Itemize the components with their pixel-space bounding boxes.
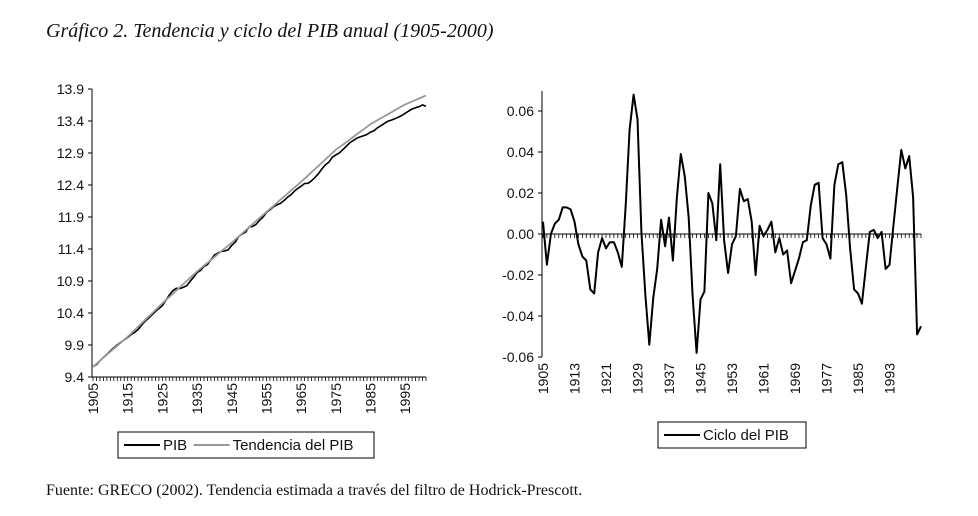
- y-tick-label: 12.4: [57, 177, 84, 193]
- x-tick-label: 1955: [258, 383, 274, 414]
- x-tick-label: 1905: [535, 363, 551, 394]
- y-tick-label: 13.4: [57, 113, 84, 129]
- series-line-ciclo-del-pib: [542, 93, 922, 354]
- y-tick-label: -0.04: [502, 308, 534, 324]
- y-tick-label: -0.02: [502, 267, 534, 283]
- x-tick-label: 1993: [882, 363, 898, 394]
- y-tick-label: 0.00: [507, 226, 534, 242]
- x-tick-label: 1975: [328, 383, 344, 414]
- legend: Ciclo del PIB: [657, 421, 807, 449]
- legend-label: Tendencia del PIB: [233, 437, 354, 454]
- x-tick-label: 1937: [661, 363, 677, 394]
- series-line-pib: [92, 104, 427, 368]
- y-tick-label: 0.06: [507, 103, 534, 119]
- x-tick-label: 1921: [598, 363, 614, 394]
- x-tick-label: 1995: [397, 383, 413, 414]
- x-tick-label: 1905: [85, 383, 101, 414]
- y-tick-label: 9.4: [65, 369, 85, 385]
- x-tick-label: 1929: [630, 363, 646, 394]
- x-tick-label: 1945: [224, 383, 240, 414]
- y-tick-label: 10.4: [57, 305, 84, 321]
- x-tick-label: 1985: [850, 363, 866, 394]
- x-tick-label: 1953: [724, 363, 740, 394]
- y-tick-label: -0.06: [502, 349, 534, 365]
- legend-label: Ciclo del PIB: [703, 427, 789, 444]
- x-tick-label: 1961: [756, 363, 772, 394]
- legend: PIB Tendencia del PIB: [117, 431, 375, 459]
- y-tick-label: 0.02: [507, 185, 534, 201]
- y-tick-label: 0.04: [507, 144, 534, 160]
- x-tick-label: 1925: [154, 383, 170, 414]
- y-tick-label: 11.9: [58, 209, 84, 225]
- chart-title: Gráfico 2. Tendencia y ciclo del PIB anu…: [46, 20, 494, 42]
- y-tick-label: 9.9: [65, 337, 85, 353]
- series-line-tendencia-del-pib: [92, 94, 427, 368]
- x-tick-label: 1915: [120, 383, 136, 414]
- trend-chart: 13.913.412.912.411.911.410.910.49.99.419…: [57, 81, 427, 459]
- y-tick-label: 12.9: [57, 145, 84, 161]
- x-tick-label: 1965: [293, 383, 309, 414]
- y-tick-label: 10.9: [57, 273, 84, 289]
- x-tick-label: 1977: [819, 363, 835, 394]
- x-tick-label: 1935: [189, 383, 205, 414]
- x-tick-label: 1969: [787, 363, 803, 394]
- legend-box: [117, 431, 375, 459]
- x-tick-label: 1985: [363, 383, 379, 414]
- y-tick-label: 11.4: [58, 241, 84, 257]
- x-tick-label: 1913: [567, 363, 583, 394]
- source-note: Fuente: GRECO (2002). Tendencia estimada…: [46, 482, 583, 499]
- legend-label: PIB: [163, 437, 187, 454]
- y-tick-label: 13.9: [57, 81, 84, 97]
- x-tick-label: 1945: [693, 363, 709, 394]
